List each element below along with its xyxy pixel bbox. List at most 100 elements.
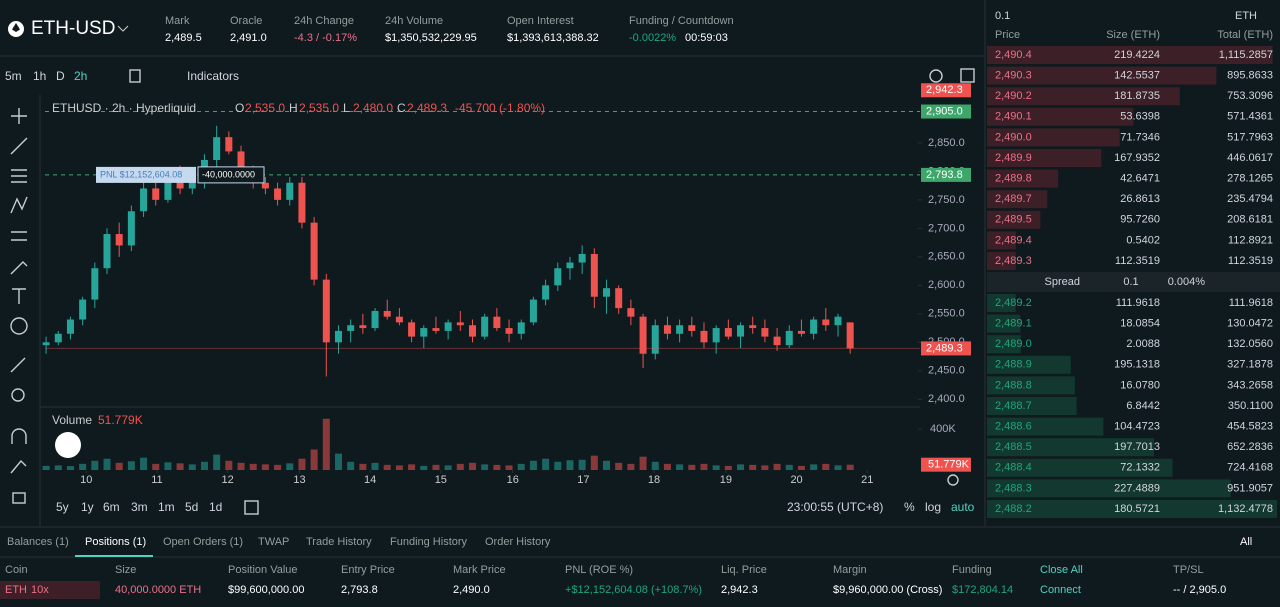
candle-body [432, 328, 440, 331]
drawing-tools[interactable] [10, 68, 975, 515]
interval[interactable]: 2h [74, 69, 87, 83]
chevron[interactable] [117, 25, 129, 32]
y-tick-label: 2,400.0 [928, 393, 965, 405]
ob-total: 350.1100 [1228, 400, 1273, 412]
depth-bar [987, 252, 1016, 270]
range[interactable]: 5d [185, 500, 198, 514]
col-header: Position Value [228, 564, 298, 576]
col-value[interactable]: Connect [1040, 584, 1081, 596]
legend-key: C [397, 101, 406, 115]
volume-bar [310, 449, 318, 470]
interval[interactable]: D [56, 69, 65, 83]
ob-size: 42.6471 [1120, 173, 1160, 185]
volume-bar [115, 462, 123, 470]
candle-body [737, 325, 745, 337]
ob-total: 112.3519 [1228, 255, 1273, 267]
stat-value: $1,393,613,388.32 [507, 32, 599, 44]
candle-body [371, 310, 379, 329]
candle-body [213, 137, 221, 160]
ob-total: 895.8633 [1227, 70, 1273, 82]
ob-size: 227.4889 [1114, 482, 1160, 494]
candle-body [103, 234, 111, 269]
symbol[interactable]: ETH-USD [31, 18, 115, 39]
ob-price: 2,489.3 [995, 255, 1032, 267]
volume-bar [603, 460, 611, 470]
volume-bar [261, 464, 269, 470]
range[interactable]: 5y [56, 500, 69, 514]
col-header: Coin [5, 564, 28, 576]
tick-size[interactable]: 0.1 [995, 10, 1010, 22]
candle-body [578, 253, 586, 263]
ob-total: 208.6181 [1227, 214, 1273, 226]
candle-body [164, 177, 172, 200]
candle-body [566, 262, 574, 269]
unit[interactable]: ETH [1235, 10, 1257, 22]
candle-body [651, 325, 659, 354]
ob-price: 2,489.0 [995, 338, 1032, 350]
ob-size: 195.1318 [1114, 359, 1160, 371]
ob-total: 571.4361 [1227, 111, 1273, 123]
ob-total: 753.3096 [1227, 90, 1273, 102]
ob-price: 2,489.9 [995, 152, 1032, 164]
volume-bar [493, 464, 501, 470]
depth-bar [987, 397, 1077, 415]
x-tick-label: 12 [221, 474, 233, 486]
tab[interactable]: Positions (1) [85, 536, 146, 548]
col-header[interactable]: Close All [1040, 564, 1083, 576]
x-tick-label: 16 [507, 474, 519, 486]
candle-body [554, 268, 562, 286]
size-label: -40,000.0000 [202, 169, 255, 179]
tab[interactable]: Funding History [390, 536, 468, 548]
indicators[interactable]: Indicators [187, 69, 239, 83]
candle-body [517, 322, 525, 334]
candle-body [529, 299, 537, 323]
spread-row [987, 272, 1280, 292]
filter[interactable]: All [1240, 536, 1252, 548]
col-extra: 10x [31, 584, 49, 596]
volume-bar [54, 465, 62, 470]
volume-bar [188, 464, 196, 470]
ob-size: 72.1332 [1120, 462, 1160, 474]
volume-bar [590, 455, 598, 470]
ob-size: 2.0088 [1126, 338, 1160, 350]
log[interactable]: log [925, 500, 941, 514]
ob-total: 343.2658 [1227, 379, 1273, 391]
depth-bar [987, 458, 1173, 477]
depth-bar [987, 87, 1180, 106]
interval[interactable]: 1h [33, 69, 46, 83]
range[interactable]: 1m [158, 500, 175, 514]
interval[interactable]: 5m [5, 69, 22, 83]
range[interactable]: 1y [81, 500, 94, 514]
tab[interactable]: TWAP [258, 536, 289, 548]
ob-price: 2,489.4 [995, 234, 1032, 246]
auto[interactable]: auto [951, 500, 975, 514]
candle-body [603, 288, 611, 297]
ob-total: 951.9057 [1227, 482, 1273, 494]
pct[interactable]: % [904, 500, 915, 514]
stat-value: $1,350,532,229.95 [385, 32, 477, 44]
volume-bar [420, 465, 428, 470]
x-tick-label: 10 [80, 474, 92, 486]
candle-body [115, 234, 123, 246]
col-value: $99,600,000.00 [228, 584, 304, 596]
range[interactable]: 3m [131, 500, 148, 514]
volume-bar [627, 463, 635, 470]
tab[interactable]: Open Orders (1) [163, 536, 243, 548]
volume-bar [505, 465, 513, 470]
candle-body [42, 342, 50, 346]
tab[interactable]: Order History [485, 536, 551, 548]
volume-bar [225, 460, 233, 470]
range[interactable]: 1d [209, 500, 222, 514]
candle-body [66, 319, 74, 334]
tab[interactable]: Trade History [306, 536, 372, 548]
range[interactable]: 6m [103, 500, 120, 514]
spread: 0.1 [1123, 276, 1138, 288]
candle-body [542, 285, 550, 300]
tab[interactable]: Balances (1) [7, 536, 69, 548]
volume-bar [481, 464, 489, 470]
x-tick-label: 15 [435, 474, 447, 486]
ob-price: 2,489.1 [995, 318, 1032, 330]
candle-body [749, 325, 757, 329]
price-tag [921, 167, 971, 182]
ob-size: 180.5721 [1114, 503, 1160, 515]
